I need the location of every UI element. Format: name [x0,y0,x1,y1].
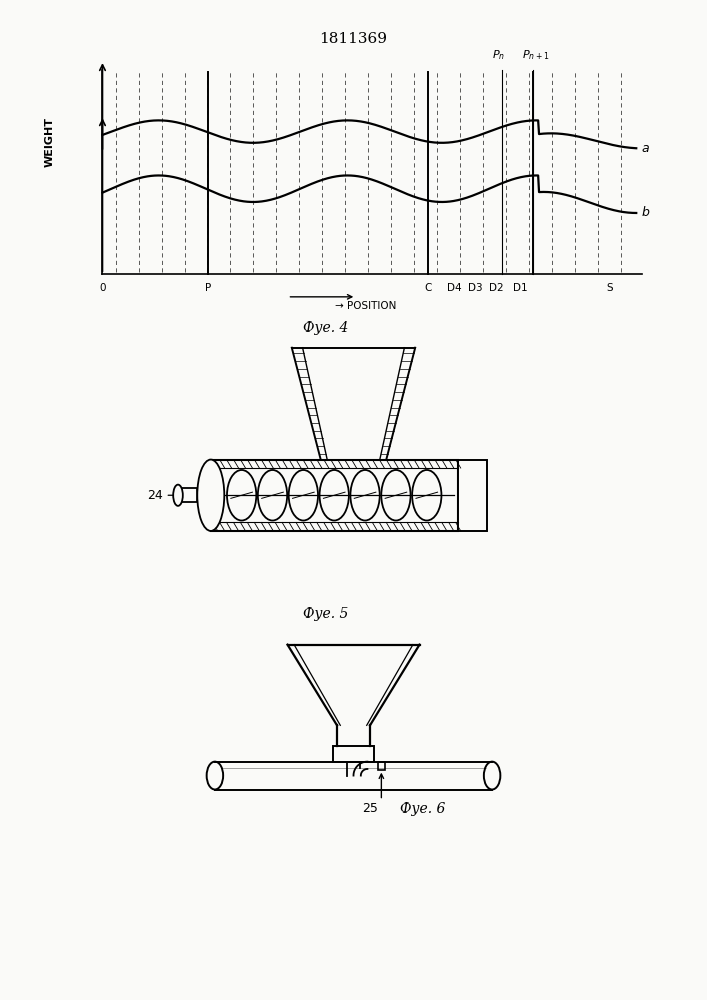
Text: b: b [642,206,650,219]
Text: WEIGHT: WEIGHT [45,117,54,167]
Text: 25: 25 [362,802,378,815]
Text: $P_{n+1}$: $P_{n+1}$ [522,48,549,62]
Text: C: C [424,283,431,293]
Text: $P_n$: $P_n$ [492,48,506,62]
Ellipse shape [484,762,501,790]
Text: D2: D2 [489,283,503,293]
Ellipse shape [173,485,183,506]
Text: D3: D3 [468,283,482,293]
Text: S: S [607,283,613,293]
Bar [378,762,385,770]
Bar [211,460,457,531]
Text: Фуе. 5: Фуе. 5 [303,607,348,621]
Text: P: P [205,283,211,293]
Bar [332,746,375,762]
Text: Фуе. 4: Фуе. 4 [303,321,348,335]
Text: 0: 0 [99,283,106,293]
Ellipse shape [197,460,224,531]
Text: D4: D4 [447,283,461,293]
Text: a: a [642,142,649,155]
Ellipse shape [206,762,223,790]
Text: Фуе. 6: Фуе. 6 [399,802,445,816]
Text: D1: D1 [513,283,527,293]
Text: 1811369: 1811369 [320,32,387,46]
Text: → POSITION: → POSITION [335,301,397,311]
Bar [457,460,486,531]
Bar [178,488,197,502]
Text: 24: 24 [147,489,179,502]
